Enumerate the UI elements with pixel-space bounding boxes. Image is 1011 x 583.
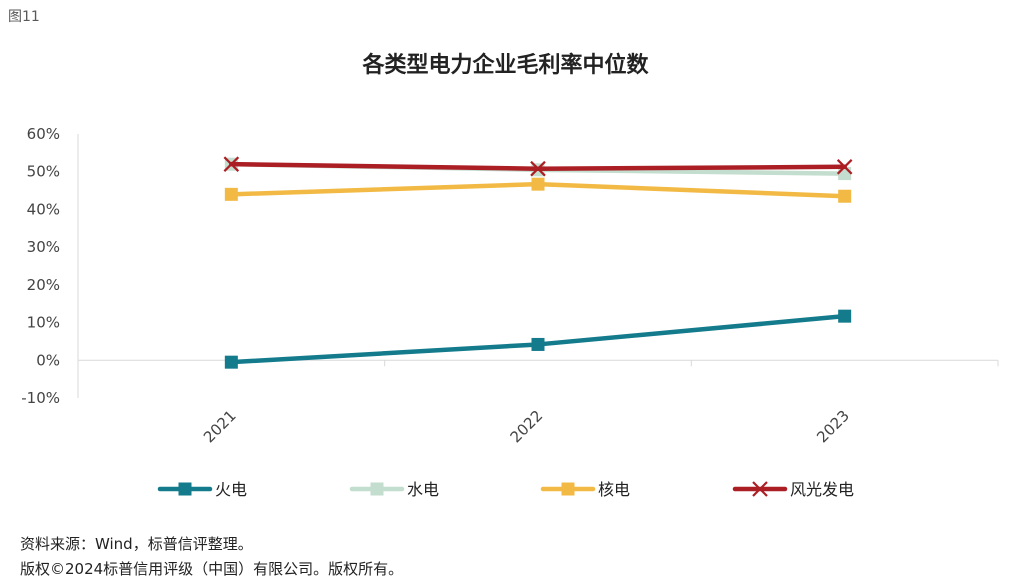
data-point bbox=[531, 337, 545, 351]
legend-item: 核电 bbox=[540, 480, 630, 499]
legend-marker bbox=[370, 482, 384, 496]
legend-marker bbox=[752, 481, 768, 497]
chart-title: 各类型电力企业毛利率中位数 bbox=[362, 53, 649, 78]
y-tick-label: 60% bbox=[27, 125, 60, 143]
x-tick-label: 2022 bbox=[507, 407, 547, 447]
y-tick-label: -10% bbox=[21, 389, 60, 407]
x-marker-stroke bbox=[223, 156, 240, 172]
y-axis-ticks: -10% 0% 10% 20% 30% 40% 50% 60% bbox=[21, 125, 60, 407]
source-note: 资料来源：Wind，标普信评整理。 bbox=[20, 535, 253, 553]
data-point bbox=[224, 187, 238, 201]
copyright-note: 版权©2024标普信用评级（中国）有限公司。版权所有。 bbox=[20, 560, 404, 578]
x-marker-stroke bbox=[530, 160, 546, 177]
data-point bbox=[836, 159, 853, 175]
legend-label: 核电 bbox=[598, 480, 630, 499]
x-axis-ticks: 2021 2022 2023 bbox=[200, 407, 853, 447]
series-2 bbox=[224, 177, 852, 203]
data-point bbox=[224, 355, 238, 369]
legend-label: 风光发电 bbox=[790, 480, 854, 499]
data-point bbox=[223, 156, 240, 172]
y-tick-label: 0% bbox=[36, 351, 60, 369]
legend-marker bbox=[561, 482, 575, 496]
y-tick-label: 30% bbox=[27, 238, 60, 256]
x-marker-stroke bbox=[752, 481, 768, 497]
chart-series bbox=[223, 156, 853, 369]
y-tick-label: 20% bbox=[27, 276, 60, 294]
figure-label: 图11 bbox=[8, 9, 40, 25]
legend-item: 风光发电 bbox=[732, 480, 854, 499]
data-point bbox=[838, 309, 852, 323]
data-point bbox=[838, 189, 852, 203]
y-tick-label: 50% bbox=[27, 163, 60, 181]
series-3 bbox=[223, 156, 853, 177]
data-point bbox=[530, 160, 546, 177]
y-tick-label: 40% bbox=[27, 200, 60, 218]
legend-label: 火电 bbox=[215, 480, 247, 499]
y-tick-label: 10% bbox=[27, 314, 60, 332]
x-tick-label: 2023 bbox=[813, 407, 853, 447]
legend-label: 水电 bbox=[407, 480, 439, 499]
series-0 bbox=[224, 309, 852, 369]
legend-marker bbox=[178, 482, 192, 496]
line-chart: -10% 0% 10% 20% 30% 40% 50% 60% 2021 2022 2023 火电… bbox=[21, 125, 999, 499]
x-tick-label: 2021 bbox=[200, 407, 240, 447]
data-point bbox=[531, 177, 545, 191]
legend-item: 火电 bbox=[157, 480, 247, 499]
chart-legend: 火电 水电 核电 风光发电 bbox=[157, 480, 854, 499]
legend-item: 水电 bbox=[349, 480, 439, 499]
x-marker-stroke bbox=[836, 159, 853, 175]
